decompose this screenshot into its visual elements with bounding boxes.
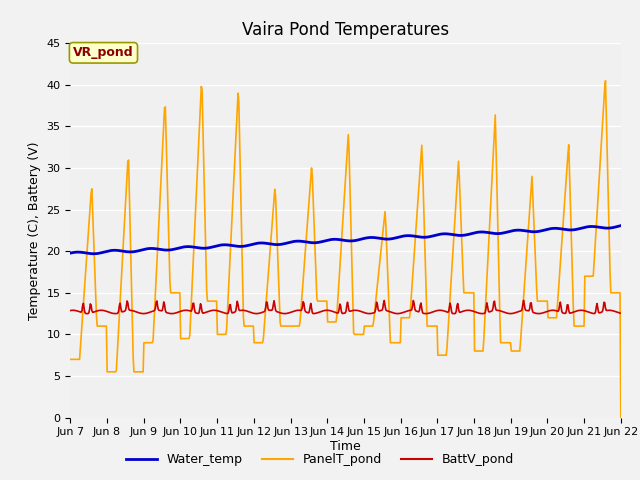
Water_temp [190,244,198,250]
BattV_pond [133,309,141,315]
PanelT_pond [602,78,609,84]
Y-axis label: Temperature (C), Battery (V): Temperature (C), Battery (V) [28,141,41,320]
Water_temp [617,223,625,228]
BattV_pond [67,308,74,313]
BattV_pond [520,298,527,303]
Water_temp [77,249,84,255]
BattV_pond [218,309,226,315]
PanelT_pond [429,323,436,329]
Water_temp [67,250,74,256]
Water_temp [219,242,227,248]
BattV_pond [189,300,196,306]
PanelT_pond [67,357,74,362]
Line: Water_temp: Water_temp [70,226,621,254]
PanelT_pond [617,415,625,420]
Water_temp [429,233,437,239]
Text: VR_pond: VR_pond [73,46,134,60]
Water_temp [134,248,141,254]
BattV_pond [77,309,84,315]
BattV_pond [413,308,420,314]
BattV_pond [479,311,486,316]
BattV_pond [429,309,436,315]
Legend: Water_temp, PanelT_pond, BattV_pond: Water_temp, PanelT_pond, BattV_pond [120,448,520,471]
Line: PanelT_pond: PanelT_pond [70,81,621,418]
PanelT_pond [218,332,226,337]
Title: Vaira Pond Temperatures: Vaira Pond Temperatures [242,21,449,39]
PanelT_pond [133,369,141,375]
PanelT_pond [189,266,196,272]
PanelT_pond [413,220,420,226]
PanelT_pond [77,345,84,351]
X-axis label: Time: Time [330,440,361,453]
BattV_pond [617,311,625,316]
Line: BattV_pond: BattV_pond [70,300,621,313]
Water_temp [90,251,97,257]
Water_temp [413,234,421,240]
